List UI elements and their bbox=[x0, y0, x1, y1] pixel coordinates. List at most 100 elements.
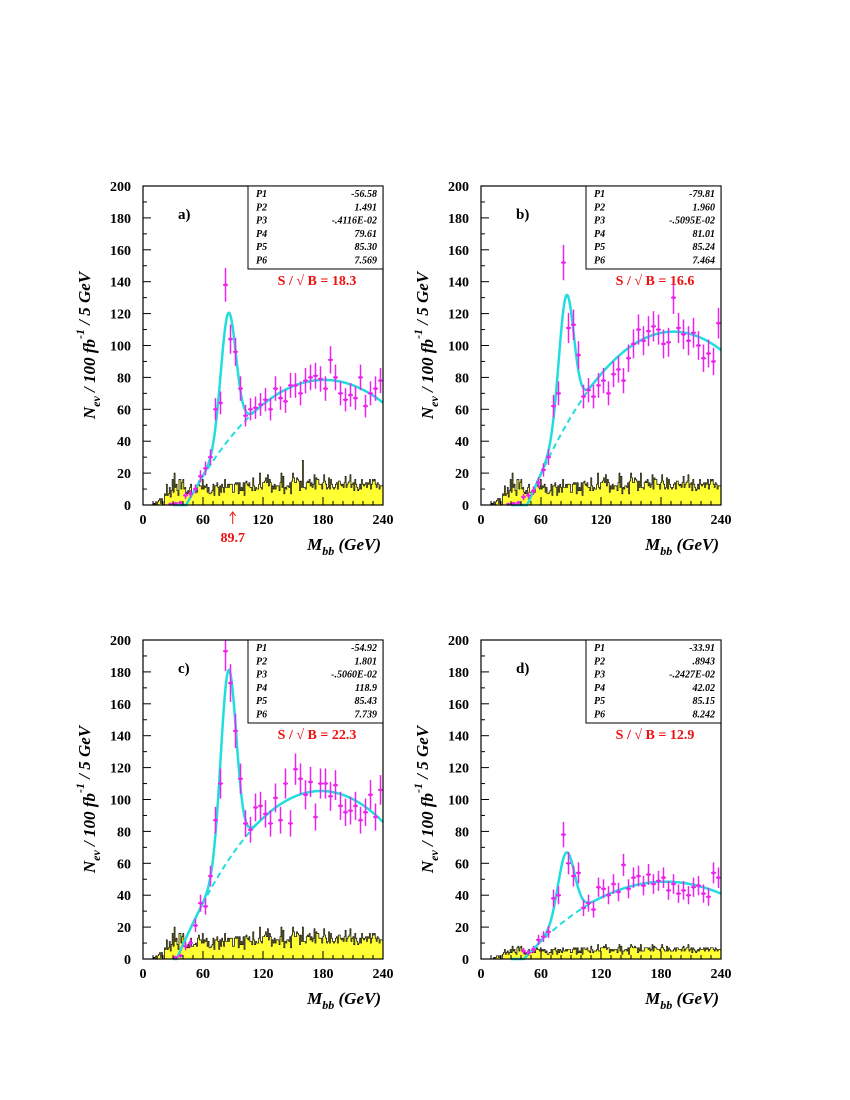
data-point bbox=[343, 798, 348, 827]
data-point bbox=[178, 500, 183, 505]
fit-parameter-value: -.5095E-02 bbox=[669, 216, 715, 227]
point-marker bbox=[676, 892, 681, 896]
point-marker bbox=[536, 938, 541, 942]
data-point bbox=[368, 381, 373, 406]
point-marker bbox=[338, 391, 343, 395]
data-point bbox=[248, 816, 253, 843]
point-marker bbox=[313, 815, 318, 819]
fit-parameter-name: P3 bbox=[256, 216, 267, 227]
point-marker bbox=[278, 818, 283, 822]
point-marker bbox=[511, 501, 516, 506]
data-point bbox=[666, 881, 671, 900]
data-point bbox=[626, 879, 631, 899]
x-tick-label: 180 bbox=[651, 513, 672, 528]
fit-parameter-name: P1 bbox=[594, 643, 605, 654]
data-point bbox=[681, 319, 686, 350]
point-marker bbox=[591, 907, 596, 912]
point-marker bbox=[173, 955, 178, 960]
data-point bbox=[258, 393, 263, 416]
data-point bbox=[223, 640, 228, 672]
data-point bbox=[378, 775, 383, 805]
point-marker bbox=[273, 386, 278, 391]
point-marker bbox=[681, 332, 686, 336]
data-point bbox=[308, 364, 313, 391]
point-marker bbox=[541, 468, 546, 472]
point-marker bbox=[358, 375, 363, 379]
fit-parameter-box bbox=[247, 185, 384, 270]
point-marker bbox=[701, 356, 706, 360]
data-point bbox=[616, 356, 621, 383]
data-point bbox=[666, 327, 671, 357]
fit-parameter-value: 7.569 bbox=[355, 256, 378, 267]
point-marker bbox=[691, 885, 696, 889]
y-tick-label: 0 bbox=[124, 499, 131, 514]
fit-parameter-name: P6 bbox=[256, 256, 267, 267]
point-marker bbox=[183, 493, 188, 498]
y-tick-label: 160 bbox=[110, 698, 131, 713]
data-point bbox=[711, 347, 716, 376]
data-point bbox=[348, 383, 353, 407]
data-point bbox=[656, 870, 661, 891]
point-marker bbox=[686, 893, 691, 897]
x-tick-label: 0 bbox=[140, 513, 147, 528]
y-tick-label: 40 bbox=[117, 889, 131, 904]
fit-parameter-name: P3 bbox=[256, 670, 267, 681]
point-marker bbox=[666, 340, 671, 344]
data-point bbox=[576, 862, 581, 884]
fit-parameter-name: P2 bbox=[256, 202, 267, 213]
data-point bbox=[288, 372, 293, 398]
data-point bbox=[556, 381, 561, 406]
data-point bbox=[323, 768, 328, 799]
data-point bbox=[556, 886, 561, 905]
fit-parameter-value: -79.81 bbox=[689, 189, 715, 200]
point-marker bbox=[691, 331, 696, 335]
data-point bbox=[313, 803, 318, 831]
total-fit-curve bbox=[511, 851, 722, 961]
point-marker bbox=[626, 356, 631, 360]
y-tick-label: 0 bbox=[124, 953, 131, 968]
data-point bbox=[373, 376, 378, 401]
point-marker bbox=[283, 781, 288, 786]
point-marker bbox=[233, 729, 238, 733]
data-point bbox=[711, 862, 716, 884]
point-marker bbox=[213, 407, 218, 411]
total-fit-curve bbox=[511, 293, 722, 507]
point-marker bbox=[516, 501, 521, 505]
point-marker bbox=[218, 781, 223, 786]
fit-parameter-name: P3 bbox=[594, 216, 605, 227]
point-marker bbox=[228, 337, 233, 341]
point-marker bbox=[248, 828, 253, 832]
data-point bbox=[358, 806, 363, 834]
point-marker bbox=[681, 888, 686, 893]
x-tick-label: 120 bbox=[591, 513, 612, 528]
y-tick-label: 120 bbox=[448, 308, 469, 323]
y-axis-label: Nev / 100 fb-1 / 5 GeV bbox=[411, 724, 441, 874]
data-point bbox=[188, 490, 193, 498]
x-tick-label: 180 bbox=[313, 967, 334, 982]
significance-label: S / √ B = 16.6 bbox=[616, 274, 695, 289]
data-point bbox=[248, 398, 253, 421]
point-marker bbox=[278, 396, 283, 400]
point-marker bbox=[526, 493, 531, 498]
point-marker bbox=[561, 260, 566, 265]
point-marker bbox=[208, 874, 213, 878]
x-tick-label: 0 bbox=[478, 513, 485, 528]
point-marker bbox=[546, 930, 551, 934]
point-marker bbox=[288, 821, 293, 826]
fit-parameter-box bbox=[585, 639, 722, 724]
total-fit-curve bbox=[173, 668, 384, 961]
y-tick-label: 200 bbox=[448, 180, 469, 195]
peak-marker-label: 89.7 bbox=[220, 531, 245, 546]
data-point bbox=[258, 791, 263, 820]
data-point bbox=[551, 394, 556, 418]
x-tick-label: 120 bbox=[253, 513, 274, 528]
data-point bbox=[541, 463, 546, 477]
data-point bbox=[178, 953, 183, 958]
point-marker bbox=[318, 781, 323, 786]
data-point bbox=[521, 947, 526, 955]
data-point bbox=[358, 364, 363, 391]
fit-parameter-value: 85.15 bbox=[693, 696, 716, 707]
y-tick-label: 160 bbox=[448, 698, 469, 713]
x-tick-label: 120 bbox=[591, 967, 612, 982]
data-point bbox=[561, 244, 566, 281]
